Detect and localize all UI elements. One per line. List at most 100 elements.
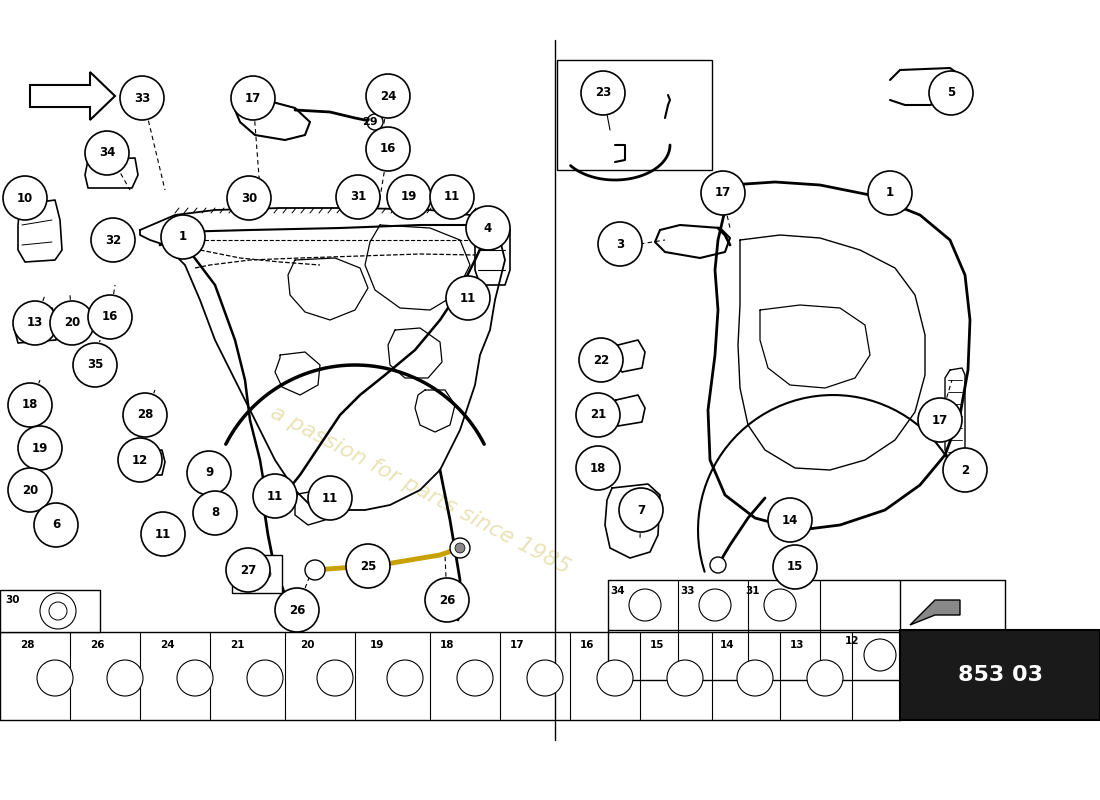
Text: 24: 24 [379,90,396,102]
Circle shape [456,660,493,696]
Circle shape [141,512,185,556]
Text: 17: 17 [715,186,732,199]
Text: 12: 12 [132,454,148,466]
Text: 29: 29 [362,117,377,127]
Circle shape [943,448,987,492]
Text: 26: 26 [439,594,455,606]
Circle shape [581,71,625,115]
Circle shape [18,426,62,470]
Circle shape [120,76,164,120]
Circle shape [253,474,297,518]
Text: 22: 22 [593,354,609,366]
Text: 28: 28 [136,409,153,422]
Circle shape [619,488,663,532]
Circle shape [275,588,319,632]
Text: 11: 11 [913,636,927,646]
Circle shape [248,660,283,696]
Text: 18: 18 [590,462,606,474]
Text: 7: 7 [637,503,645,517]
Polygon shape [30,72,116,120]
Circle shape [263,570,271,578]
Circle shape [527,660,563,696]
Text: 30: 30 [241,191,257,205]
Circle shape [807,660,843,696]
Circle shape [34,503,78,547]
Circle shape [192,491,236,535]
Text: 853 03: 853 03 [957,665,1043,685]
Circle shape [50,301,94,345]
Circle shape [425,578,469,622]
Circle shape [50,602,67,620]
Text: 14: 14 [782,514,799,526]
Circle shape [430,175,474,219]
Circle shape [107,313,117,323]
Circle shape [118,438,162,482]
Circle shape [317,660,353,696]
Circle shape [37,660,73,696]
Circle shape [73,343,117,387]
Circle shape [576,446,620,490]
Text: 11: 11 [267,490,283,502]
Circle shape [773,545,817,589]
Circle shape [367,114,383,130]
Text: 1: 1 [179,230,187,243]
Circle shape [226,548,270,592]
Text: 15: 15 [786,561,803,574]
Text: a passion for parts since 1985: a passion for parts since 1985 [267,402,573,578]
Circle shape [450,538,470,558]
Text: 26: 26 [289,603,305,617]
Text: 24: 24 [160,640,175,650]
Text: 20: 20 [300,640,315,650]
Circle shape [930,71,974,115]
Text: 21: 21 [230,640,244,650]
Circle shape [366,127,410,171]
Text: 11: 11 [444,190,460,203]
Text: 15: 15 [650,640,664,650]
Circle shape [161,215,205,259]
Text: 34: 34 [99,146,116,159]
Text: 20: 20 [22,483,38,497]
Circle shape [231,76,275,120]
Text: 5: 5 [947,86,955,99]
Text: 3: 3 [616,238,624,250]
Text: 11: 11 [460,291,476,305]
Text: 11: 11 [322,491,338,505]
Text: 33: 33 [134,91,150,105]
Circle shape [227,176,271,220]
Text: 30: 30 [6,595,20,605]
Circle shape [239,570,248,578]
Text: 14: 14 [720,640,735,650]
Text: 4: 4 [484,222,492,234]
Text: 26: 26 [90,640,104,650]
Text: 13: 13 [790,640,804,650]
Text: 18: 18 [440,640,454,650]
Circle shape [466,206,510,250]
Text: 8: 8 [211,506,219,519]
Circle shape [91,218,135,262]
Text: 13: 13 [26,317,43,330]
Circle shape [177,660,213,696]
Circle shape [576,393,620,437]
Circle shape [597,660,632,696]
FancyBboxPatch shape [900,630,1100,720]
Circle shape [698,589,732,621]
Circle shape [336,175,380,219]
Circle shape [932,639,964,671]
Text: 32: 32 [104,234,121,246]
Text: 17: 17 [245,91,261,105]
Text: 31: 31 [350,190,366,203]
Circle shape [710,557,726,573]
Text: 1: 1 [886,186,894,199]
Circle shape [455,543,465,553]
Text: 34: 34 [610,586,625,596]
Text: 23: 23 [595,86,612,99]
Circle shape [8,468,52,512]
Text: 12: 12 [845,636,859,646]
FancyBboxPatch shape [557,60,712,170]
Circle shape [579,338,623,382]
Text: 16: 16 [102,310,118,323]
Circle shape [387,660,424,696]
Circle shape [123,393,167,437]
Circle shape [366,74,410,118]
Circle shape [308,476,352,520]
